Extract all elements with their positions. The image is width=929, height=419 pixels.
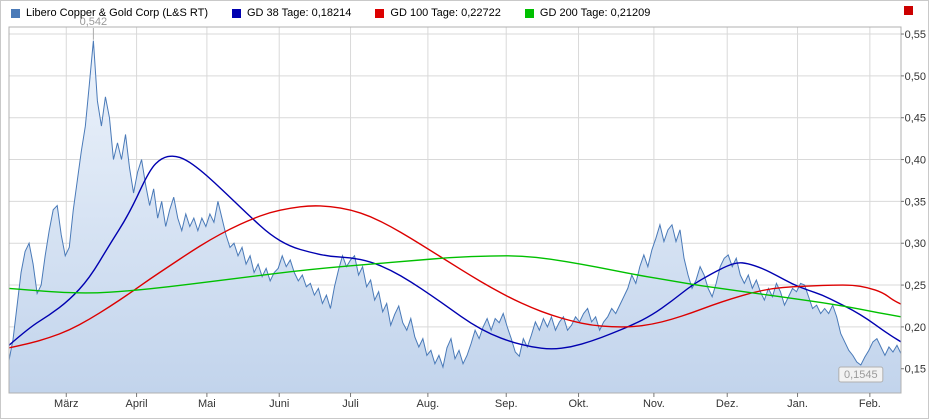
x-tick-label: Nov. xyxy=(643,398,665,410)
peak-annotation-label: 0,542 xyxy=(80,16,108,28)
red-marker-icon[interactable] xyxy=(904,6,913,15)
x-tick-label: März xyxy=(54,398,78,410)
y-tick-label: 0,40 xyxy=(905,155,926,167)
low-annotation-box xyxy=(838,366,884,383)
series-gd-38-tage xyxy=(8,155,902,350)
low-annotation-label: 0,1545 xyxy=(844,369,878,381)
x-tick-label: Dez. xyxy=(716,398,739,410)
y-tick-label: 0,20 xyxy=(905,322,926,334)
gd200-label: GD 200 Tage: 0,21209 xyxy=(539,7,651,19)
legend-item-price: Libero Copper & Gold Corp (L&S RT) xyxy=(11,7,208,19)
x-tick-label: Jan. xyxy=(787,398,808,410)
legend-item-gd200: GD 200 Tage: 0,21209 xyxy=(524,7,651,19)
y-tick-label: 0,30 xyxy=(905,238,926,250)
gd100-swatch-icon xyxy=(375,8,385,18)
y-tick-label: 0,55 xyxy=(905,29,926,41)
legend-item-gd100: GD 100 Tage: 0,22722 xyxy=(375,7,501,19)
y-tick-label: 0,45 xyxy=(905,113,926,125)
x-tick-label: Feb. xyxy=(859,398,881,410)
x-tick-label: Sep. xyxy=(495,398,518,410)
x-tick-label: Aug. xyxy=(417,398,440,410)
gd100-label: GD 100 Tage: 0,22722 xyxy=(390,7,501,19)
series-gd-200-tage xyxy=(8,255,902,318)
plot-border xyxy=(8,26,902,394)
y-axis: 0,55 0,50 0,45 0,40 0,35 0,30 0,25 0,20 0,15 xyxy=(901,29,926,376)
price-series-swatch-icon xyxy=(11,8,20,18)
x-tick-label: April xyxy=(126,398,148,410)
price-series-label: Libero Copper & Gold Corp (L&S RT) xyxy=(26,7,208,19)
y-tick-label: 0,15 xyxy=(905,364,926,376)
annotations: 0,542 0,1545 xyxy=(80,16,884,383)
x-tick-label: Juni xyxy=(269,398,289,410)
chart-legend: Libero Copper & Gold Corp (L&S RT) GD 38… xyxy=(1,1,928,25)
series-gd-100-tage xyxy=(8,205,902,349)
y-tick-label: 0,50 xyxy=(905,71,926,83)
gridlines xyxy=(9,27,901,393)
x-tick-label: Juli xyxy=(342,398,359,410)
legend-item-gd38: GD 38 Tage: 0,18214 xyxy=(232,7,351,19)
y-tick-label: 0,25 xyxy=(905,280,926,292)
x-tick-label: Mai xyxy=(198,398,216,410)
gd200-swatch-icon xyxy=(524,8,534,18)
gd38-swatch-icon xyxy=(232,8,241,18)
price-area-series xyxy=(8,40,902,393)
y-tick-label: 0,35 xyxy=(905,196,926,208)
gd38-label: GD 38 Tage: 0,18214 xyxy=(247,7,352,19)
x-tick-label: Okt. xyxy=(568,398,588,410)
x-axis: März April Mai Juni Juli Aug. Sep. Okt. Nov. Dez.… xyxy=(54,393,881,410)
